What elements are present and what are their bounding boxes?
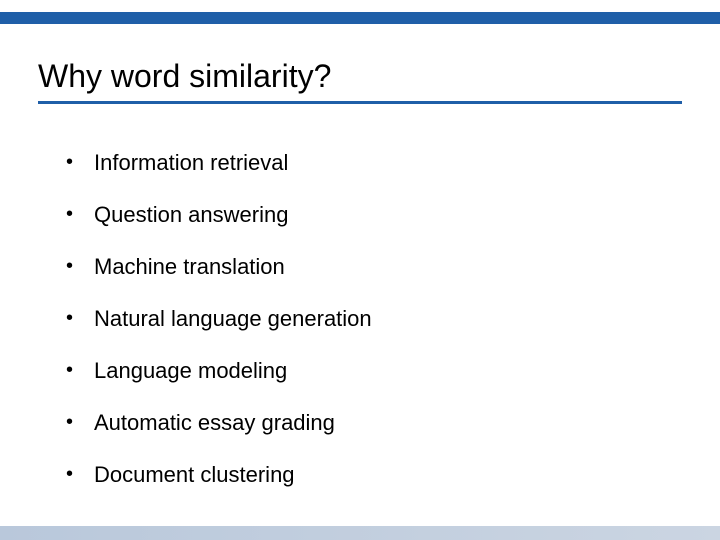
bullet-label: Language modeling: [94, 358, 287, 384]
list-item: • Language modeling: [66, 358, 680, 384]
title-block: Why word similarity?: [38, 58, 682, 104]
slide-title: Why word similarity?: [38, 58, 682, 101]
bullet-icon: •: [66, 254, 76, 278]
bullet-icon: •: [66, 306, 76, 330]
title-underline: [38, 101, 682, 104]
bullet-icon: •: [66, 150, 76, 174]
bottom-accent-bar: [0, 526, 720, 540]
list-item: • Document clustering: [66, 462, 680, 488]
bullet-icon: •: [66, 358, 76, 382]
list-item: • Machine translation: [66, 254, 680, 280]
bullet-label: Document clustering: [94, 462, 295, 488]
bullet-list: • Information retrieval • Question answe…: [66, 150, 680, 514]
bullet-icon: •: [66, 462, 76, 486]
list-item: • Automatic essay grading: [66, 410, 680, 436]
list-item: • Information retrieval: [66, 150, 680, 176]
list-item: • Question answering: [66, 202, 680, 228]
bullet-label: Information retrieval: [94, 150, 288, 176]
bullet-label: Machine translation: [94, 254, 285, 280]
bullet-label: Automatic essay grading: [94, 410, 335, 436]
bullet-label: Natural language generation: [94, 306, 372, 332]
top-accent-bar: [0, 12, 720, 24]
list-item: • Natural language generation: [66, 306, 680, 332]
bullet-label: Question answering: [94, 202, 288, 228]
bullet-icon: •: [66, 410, 76, 434]
bullet-icon: •: [66, 202, 76, 226]
